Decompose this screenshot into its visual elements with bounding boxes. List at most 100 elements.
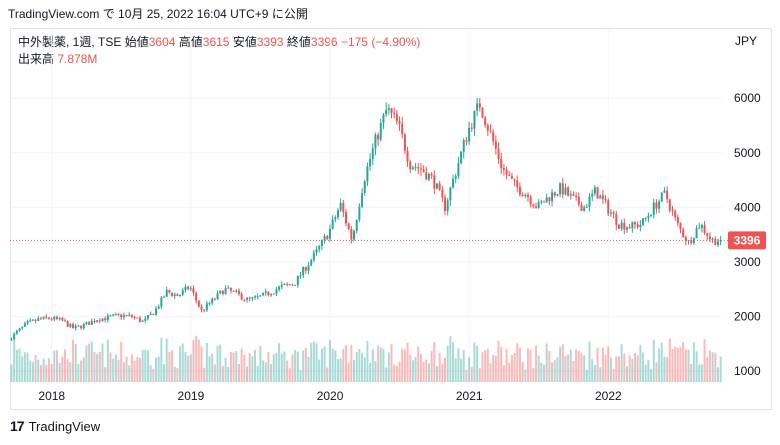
candle-body [556, 194, 559, 196]
candle-body [227, 287, 230, 289]
volume-bar [173, 366, 176, 382]
candle-body [82, 324, 85, 329]
candle-body [61, 317, 64, 321]
candle-body [484, 117, 487, 126]
volume-bar [419, 354, 422, 382]
volume-bar [85, 345, 88, 382]
x-tick-label: 2018 [38, 389, 65, 403]
volume-bar [122, 362, 125, 382]
candle-body [441, 189, 444, 198]
candle-body [245, 297, 248, 300]
candle-body [462, 140, 465, 152]
candle-body [617, 224, 620, 229]
candle-body [719, 240, 722, 242]
volume-bar [345, 345, 348, 382]
volume-bar [524, 369, 527, 382]
candle-body [687, 240, 690, 242]
volume-bar [93, 352, 96, 382]
volume-bar [82, 357, 85, 382]
volume-bar [425, 359, 428, 382]
volume-bar [545, 343, 548, 382]
candle-body [615, 214, 618, 225]
y-tick-label: 5000 [734, 146, 761, 160]
volume-bar [572, 360, 575, 382]
volume-bar [294, 349, 297, 382]
candle-body [358, 206, 361, 220]
volume-bar [535, 345, 538, 382]
footer-brand-text: TradingView [28, 418, 101, 434]
candle-body [377, 134, 380, 140]
candle-body [371, 148, 374, 160]
volume-bar [449, 336, 452, 382]
volume-bar [385, 367, 388, 382]
candle-body [524, 194, 527, 197]
volume-bar [171, 350, 174, 382]
volume-bar [227, 366, 230, 382]
volume-bar [13, 340, 16, 382]
volume-bar [695, 351, 698, 382]
candle-body [676, 217, 679, 224]
volume-bar [625, 366, 628, 382]
candle-body [604, 199, 607, 201]
x-tick-label: 2022 [595, 389, 622, 403]
volume-bar [417, 346, 420, 382]
candle-body [585, 206, 588, 208]
candle-body [93, 320, 96, 323]
tradingview-logo-icon: 17 [10, 418, 25, 434]
candle-body [601, 195, 604, 200]
volume-bar [307, 356, 310, 382]
candle-body [21, 326, 24, 329]
volume-bar [291, 354, 294, 382]
volume-bar [476, 345, 479, 382]
volume-bar [502, 364, 505, 382]
volume-bar [679, 347, 682, 382]
volume-bar [163, 364, 166, 382]
volume-bar [390, 343, 393, 382]
volume-bar [286, 360, 289, 382]
candle-body [607, 200, 610, 214]
candle-body [310, 259, 313, 266]
volume-bar [208, 356, 211, 382]
volume-bar [221, 365, 224, 382]
volume-bar [39, 365, 42, 382]
candle-body [663, 190, 666, 193]
candle-body [66, 321, 69, 327]
candle-body [690, 240, 693, 243]
volume-bar [237, 363, 240, 382]
volume-bar [130, 354, 133, 382]
candle-body [294, 284, 297, 286]
candle-body [275, 289, 278, 294]
volume-bar [716, 367, 719, 382]
volume-bar [615, 356, 618, 382]
candle-body [299, 275, 302, 277]
volume-bar [379, 347, 382, 382]
candle-body [537, 202, 540, 208]
volume-bar [526, 348, 529, 382]
volume-bar [719, 356, 722, 382]
volume-bar [256, 366, 259, 382]
candle-body [302, 267, 305, 276]
volume-bar [69, 362, 72, 382]
candle-body [411, 167, 414, 170]
volume-bar [339, 358, 342, 382]
volume-bar [101, 343, 104, 382]
volume-bar [634, 352, 637, 382]
volume-bar [706, 357, 709, 382]
last-price-label: 3396 [734, 233, 761, 247]
candle-body [714, 238, 717, 245]
volume-bar [112, 358, 115, 382]
volume-bar [280, 353, 283, 382]
volume-bar [663, 356, 666, 382]
candle-body [577, 196, 580, 205]
candle-body [486, 125, 489, 131]
volume-bar [181, 343, 184, 382]
volume-bar [435, 366, 438, 382]
candle-body [500, 158, 503, 169]
candle-body [104, 318, 107, 321]
candle-body [652, 202, 655, 216]
volume-bar [591, 359, 594, 382]
volume-bar [658, 348, 661, 382]
candle-body [551, 192, 554, 202]
volume-bar [64, 349, 67, 382]
